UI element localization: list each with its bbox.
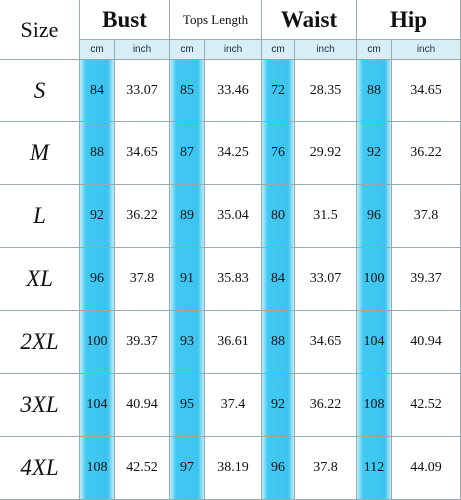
measurement: 100 [80,311,115,374]
measurement: 95 [170,374,205,437]
measurement: 88 [80,122,115,185]
measurement: 37.8 [392,185,461,248]
measurement: 96 [262,437,295,500]
measurement: 34.65 [295,311,357,374]
measurement: 93 [170,311,205,374]
measurement: 37.4 [205,374,262,437]
measurement: 92 [80,185,115,248]
measurement: 36.22 [115,185,170,248]
measurement: 42.52 [115,437,170,500]
measurement: 34.25 [205,122,262,185]
unit-header: cm [80,40,115,60]
measurement: 89 [170,185,205,248]
measurement: 40.94 [115,374,170,437]
measurement: 35.83 [205,248,262,311]
measurement: 104 [357,311,392,374]
unit-header: cm [357,40,392,60]
measurement: 37.8 [295,437,357,500]
unit-header: cm [262,40,295,60]
size-label: L [0,185,80,248]
measurement: 39.37 [115,311,170,374]
measurement: 37.8 [115,248,170,311]
measurement: 112 [357,437,392,500]
measurement: 34.65 [392,60,461,122]
group-header: Waist [262,0,357,40]
measurement: 36.61 [205,311,262,374]
measurement: 76 [262,122,295,185]
measurement: 28.35 [295,60,357,122]
group-header: Hip [357,0,461,40]
size-label: 3XL [0,374,80,437]
measurement: 42.52 [392,374,461,437]
measurement: 85 [170,60,205,122]
measurement: 39.37 [392,248,461,311]
measurement: 104 [80,374,115,437]
measurement: 36.22 [295,374,357,437]
size-label: 4XL [0,437,80,500]
measurement: 88 [262,311,295,374]
measurement: 100 [357,248,392,311]
measurement: 29.92 [295,122,357,185]
measurement: 36.22 [392,122,461,185]
group-header: Bust [80,0,170,40]
unit-header: inch [295,40,357,60]
measurement: 33.46 [205,60,262,122]
measurement: 96 [357,185,392,248]
group-header: Tops Length [170,0,262,40]
unit-header: inch [205,40,262,60]
measurement: 38.19 [205,437,262,500]
size-label: S [0,60,80,122]
measurement: 72 [262,60,295,122]
measurement: 97 [170,437,205,500]
size-header: Size [0,0,80,60]
measurement: 84 [80,60,115,122]
size-label: XL [0,248,80,311]
measurement: 34.65 [115,122,170,185]
measurement: 96 [80,248,115,311]
unit-header: cm [170,40,205,60]
measurement: 92 [357,122,392,185]
measurement: 108 [80,437,115,500]
measurement: 108 [357,374,392,437]
measurement: 80 [262,185,295,248]
measurement: 84 [262,248,295,311]
measurement: 35.04 [205,185,262,248]
measurement: 33.07 [295,248,357,311]
measurement: 33.07 [115,60,170,122]
size-label: 2XL [0,311,80,374]
measurement: 92 [262,374,295,437]
measurement: 88 [357,60,392,122]
measurement: 44.09 [392,437,461,500]
unit-header: inch [115,40,170,60]
measurement: 91 [170,248,205,311]
measurement: 87 [170,122,205,185]
unit-header: inch [392,40,461,60]
measurement: 31.5 [295,185,357,248]
size-label: M [0,122,80,185]
measurement: 40.94 [392,311,461,374]
